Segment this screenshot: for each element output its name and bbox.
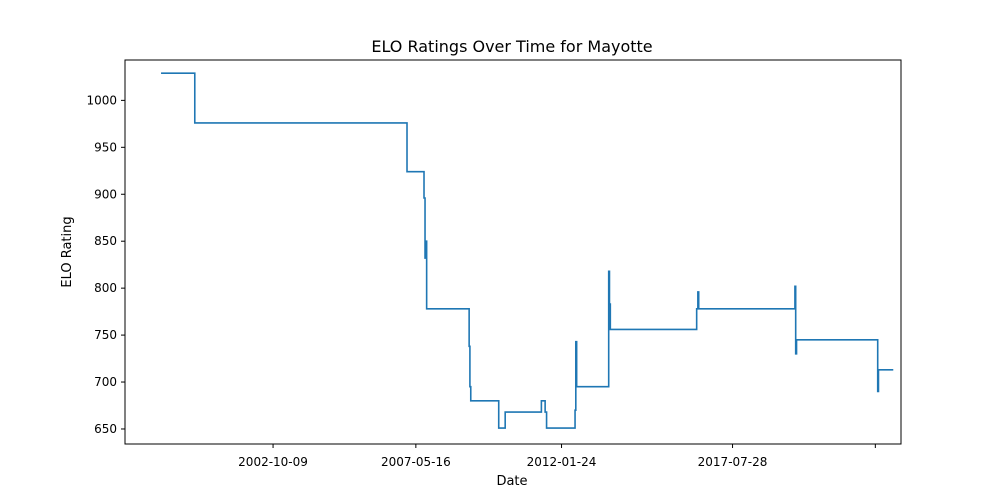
y-tick-label: 900 [94, 187, 117, 201]
y-axis: 650 700 750 800 850 900 950 1000 [86, 93, 125, 436]
y-tick-label: 1000 [86, 93, 117, 107]
x-tick-label: 2002-10-09 [238, 455, 308, 469]
y-tick-label: 800 [94, 281, 117, 295]
plot-area [161, 72, 894, 429]
axes-frame [124, 59, 902, 445]
x-tick-label: 2007-05-16 [381, 455, 451, 469]
y-tick-label: 850 [94, 234, 117, 248]
x-axis: 2002-10-09 2007-05-16 2012-01-24 2017-07-28 [238, 444, 876, 469]
y-tick-label: 750 [94, 328, 117, 342]
x-axis-label: Date [496, 474, 527, 489]
y-tick-label: 950 [94, 140, 117, 154]
y-axis-label: ELO Rating [60, 216, 75, 287]
y-tick-label: 700 [94, 375, 117, 389]
y-tick-label: 650 [94, 422, 117, 436]
x-tick-label: 2017-07-28 [698, 455, 768, 469]
chart-title: ELO Ratings Over Time for Mayotte [371, 37, 652, 56]
series-line [161, 72, 894, 429]
x-tick-label: 2012-01-24 [527, 455, 597, 469]
